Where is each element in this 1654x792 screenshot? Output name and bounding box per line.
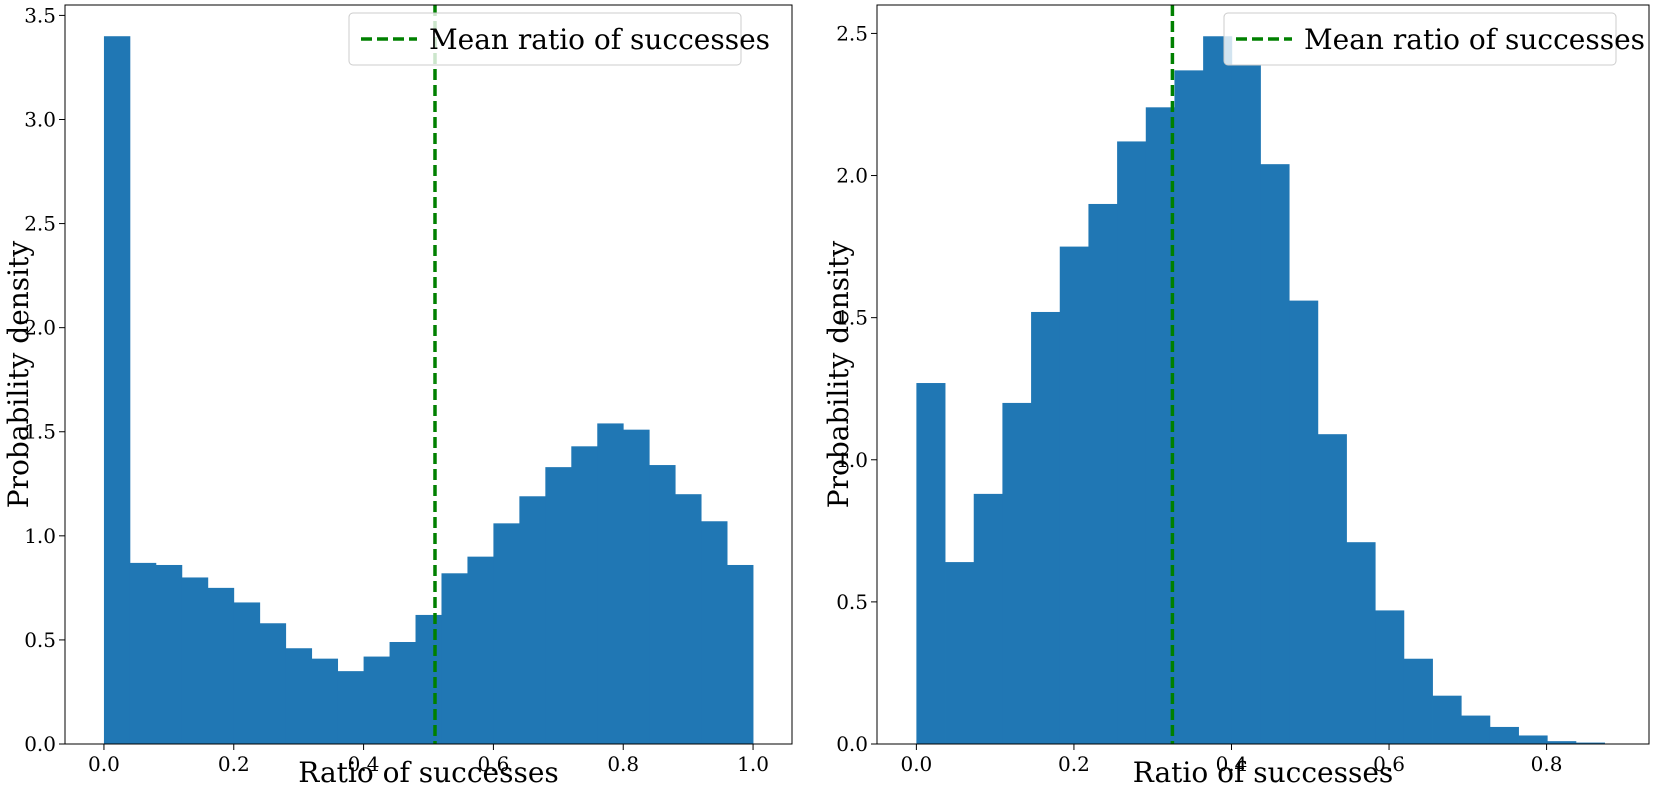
legend: Mean ratio of successes <box>348 12 770 66</box>
y-tick-label: 3.5 <box>24 3 56 27</box>
histogram-bar <box>1317 434 1347 744</box>
histogram-bar <box>1489 726 1519 744</box>
x-tick-label: 0.6 <box>1373 752 1405 776</box>
x-tick-label: 0.8 <box>1531 752 1563 776</box>
histogram-bar <box>1174 70 1204 745</box>
x-tick-label: 0.0 <box>900 752 932 776</box>
histogram-bar <box>155 564 183 744</box>
histogram-bar <box>519 496 546 744</box>
histogram-bar <box>389 641 416 744</box>
x-tick-label: 0.6 <box>478 752 510 776</box>
histogram-bar <box>1547 741 1577 744</box>
histogram-bar <box>1403 658 1433 744</box>
y-tick-label: 2.0 <box>836 164 868 188</box>
histogram-bar <box>363 656 390 744</box>
histogram-bar <box>1203 36 1233 745</box>
y-axis: 0.0 0.5 1.0 1.5 2.0 2.5 <box>836 21 877 756</box>
histogram-bar <box>1518 735 1548 744</box>
histogram-bar <box>1575 742 1605 744</box>
histogram-bar <box>945 562 975 744</box>
y-axis-label: Probability density <box>2 241 35 509</box>
histogram-bar <box>623 429 650 744</box>
histogram-bar <box>1346 542 1376 744</box>
legend-label: Mean ratio of successes <box>429 23 770 56</box>
y-tick-label: 0.5 <box>836 590 868 614</box>
legend: Mean ratio of successes <box>1223 12 1645 66</box>
histogram-bar <box>571 446 598 744</box>
histogram-bar <box>1002 402 1032 744</box>
histogram-bar <box>1461 715 1491 744</box>
y-tick-label: 2.0 <box>24 316 56 340</box>
histogram-bar <box>493 523 520 744</box>
histogram-bar <box>1031 311 1061 744</box>
y-tick-label: 1.5 <box>836 306 868 330</box>
y-tick-label: 3.0 <box>24 107 56 131</box>
y-tick-label: 0.5 <box>24 628 56 652</box>
histogram-bar <box>701 521 728 744</box>
histogram-bar <box>259 623 287 744</box>
histogram-bar <box>916 383 946 744</box>
axes-frame <box>64 4 793 745</box>
x-axis: 0.0 0.2 0.4 0.6 0.8 <box>900 744 1562 776</box>
x-tick-label: 0.2 <box>1058 752 1090 776</box>
histogram-bar <box>415 614 442 744</box>
x-tick-label: 0.8 <box>607 752 639 776</box>
histogram-bar <box>1059 246 1089 744</box>
histogram-bar <box>233 602 261 744</box>
axes-frame <box>876 4 1650 745</box>
histogram-bar <box>1260 164 1290 744</box>
histogram-bar <box>1375 610 1405 744</box>
y-tick-label: 2.5 <box>24 212 56 236</box>
y-tick-label: 1.5 <box>24 420 56 444</box>
histogram-bar <box>467 556 494 744</box>
chart-1: 0.0 0.2 0.4 0.6 0.8 1.0 0.0 0.5 1.0 1.5 2.0 2.5 3.0 3… <box>2 3 793 789</box>
x-tick-label: 0.4 <box>1216 752 1248 776</box>
histogram-bar <box>207 587 235 744</box>
histogram-bar <box>129 562 157 744</box>
x-tick-label: 0.2 <box>218 752 250 776</box>
x-tick-label: 0.0 <box>88 752 120 776</box>
legend-box <box>348 12 742 66</box>
histogram-bar <box>675 494 702 744</box>
y-axis-label: Probability density <box>822 241 855 509</box>
chart-2: 0.0 0.2 0.4 0.6 0.8 0.0 0.5 1.0 1.5 2.0 2.5 Ratio o… <box>822 4 1650 789</box>
legend-box <box>1223 12 1617 66</box>
x-tick-label: 0.4 <box>348 752 380 776</box>
histogram-bars <box>103 36 754 745</box>
histogram-bar <box>311 658 339 744</box>
y-tick-label: 0.0 <box>836 732 868 756</box>
histogram-bar <box>441 573 468 744</box>
y-tick-label: 2.5 <box>836 21 868 45</box>
x-axis-label: Ratio of successes <box>298 756 559 789</box>
histogram-bars <box>916 36 1605 745</box>
histogram-bar <box>973 493 1003 744</box>
histogram-bar <box>597 423 624 744</box>
histogram-bar <box>337 671 364 744</box>
histogram-bar <box>1088 203 1118 744</box>
histogram-bar <box>1231 64 1261 744</box>
histogram-bar <box>1145 107 1175 745</box>
y-axis: 0.0 0.5 1.0 1.5 2.0 2.5 3.0 3.5 <box>24 3 65 756</box>
histogram-bar <box>727 564 754 744</box>
histogram-bar <box>1432 695 1462 744</box>
x-tick-label: 1.0 <box>737 752 769 776</box>
x-axis-label: Ratio of successes <box>1133 756 1394 789</box>
histogram-bar <box>285 648 313 744</box>
y-tick-label: 0.0 <box>24 732 56 756</box>
y-tick-label: 1.0 <box>24 524 56 548</box>
y-tick-label: 1.0 <box>836 448 868 472</box>
histogram-bar <box>649 465 676 744</box>
x-axis: 0.0 0.2 0.4 0.6 0.8 1.0 <box>88 744 769 776</box>
histogram-bar <box>103 36 131 745</box>
histogram-bar <box>181 577 209 744</box>
histogram-bar <box>1117 141 1147 744</box>
histogram-bar <box>1289 300 1319 744</box>
legend-label: Mean ratio of successes <box>1304 23 1645 56</box>
histogram-bar <box>545 467 572 744</box>
